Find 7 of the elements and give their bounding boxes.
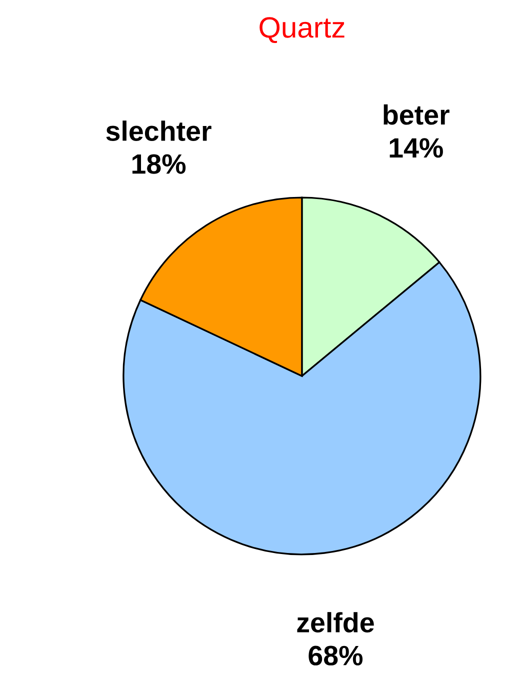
chart-title: Quartz	[260, 17, 344, 44]
data-label: 14%	[390, 138, 443, 158]
data-label: 68%	[308, 646, 363, 666]
slice-label: beter	[384, 104, 450, 125]
slice-label: zelfde	[297, 612, 374, 632]
data-label: 18%	[132, 154, 186, 174]
slice-label: slechter	[106, 120, 212, 141]
